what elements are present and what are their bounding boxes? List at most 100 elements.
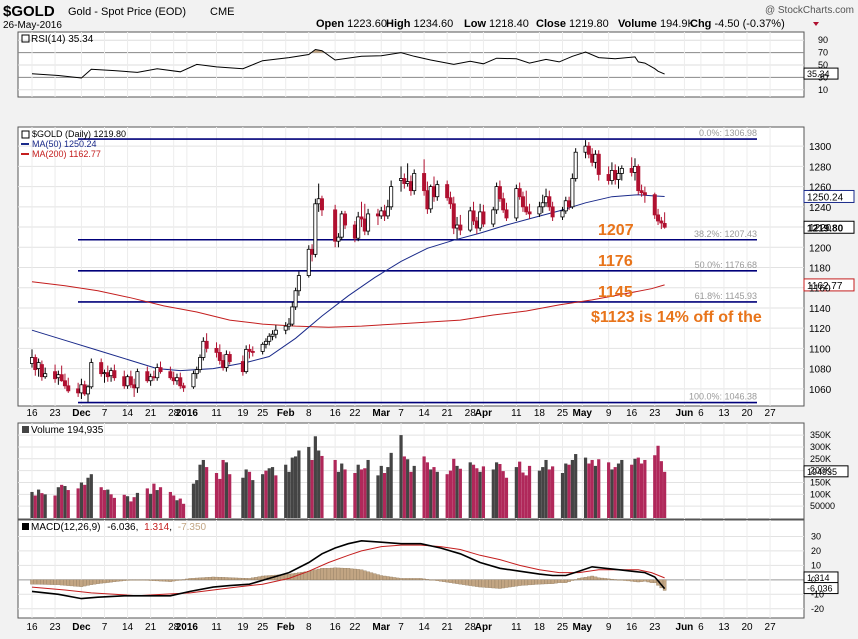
candle-body [270, 333, 275, 337]
macd-tick-label: -10 [811, 589, 824, 599]
x-tick-label: 16 [626, 408, 638, 419]
macd-histogram-bar [208, 577, 212, 580]
candle [356, 211, 361, 242]
ohlc-open: Open 1223.60 [316, 18, 387, 30]
macd-histogram-bar [405, 578, 410, 580]
candle-body [122, 376, 127, 387]
candle-body [481, 211, 486, 225]
legend-entry: $GOLD (Daily) 1219.80 [32, 129, 126, 139]
candle-body [593, 153, 598, 163]
ohlc-low: Low 1218.40 [464, 18, 529, 30]
candle-body [62, 380, 67, 387]
candle-body [79, 384, 84, 394]
volume-bar [129, 501, 133, 518]
price-last-value: 1162.77 [807, 281, 843, 292]
candle [524, 190, 529, 215]
candle-body [613, 170, 618, 180]
price-last-value-box [803, 220, 855, 234]
macd-histogram-bar [428, 579, 433, 581]
price-tick-label: 1300 [809, 142, 832, 153]
candle-body [544, 196, 549, 204]
ohlc-value: -4.50 (-0.37%) [711, 18, 784, 30]
x-tick-label: 2016 [176, 622, 199, 633]
volume-bar [356, 464, 360, 518]
macd-histogram-bar [214, 576, 219, 580]
candle [616, 166, 621, 189]
candle-body [263, 340, 268, 345]
volume-bar [336, 471, 341, 518]
candle-body [287, 323, 292, 327]
candle [504, 202, 509, 221]
candle [313, 198, 318, 258]
macd-histogram-bar [162, 579, 166, 582]
x-tick-label: Apr [475, 622, 492, 633]
candle-body [590, 153, 595, 163]
volume-bar [491, 469, 495, 518]
volume-bar [567, 464, 571, 518]
candle-body [471, 210, 476, 222]
fib-label: 0.0%: 1306.98 [699, 128, 757, 138]
volume-bar [547, 469, 551, 518]
macd-histogram-bar [234, 577, 239, 580]
candle [428, 184, 433, 213]
candle-body [89, 362, 94, 388]
candle [178, 372, 183, 389]
ohlc-label: Chg [690, 18, 711, 30]
volume-bar [175, 500, 179, 518]
macd-tick-label: -20 [811, 604, 824, 614]
volume-bar [659, 461, 663, 518]
volume-bar [340, 463, 344, 518]
ohlc-high: High 1234.60 [386, 18, 453, 30]
candle-body [547, 196, 552, 208]
candle [214, 342, 219, 358]
axes: 9070503010130012801260124012201200118011… [26, 35, 835, 633]
macd-histogram-bar [544, 579, 548, 585]
candle [59, 365, 64, 382]
candle-body [382, 210, 387, 217]
candle-body [198, 357, 203, 371]
candle-body [155, 367, 160, 379]
macd-histogram-bar [313, 569, 318, 580]
price-tick-label: 1100 [809, 344, 831, 355]
macd-value: -6.036 [107, 522, 136, 533]
volume-bar [468, 462, 472, 518]
price-plot: 0.0%: 1306.98 38.2%: 1207.43 50.0%: 1176.6… [29, 128, 855, 404]
volume-bar [643, 459, 647, 518]
volume-bar [320, 455, 324, 518]
candle-body [652, 194, 657, 216]
candle-body [128, 376, 133, 386]
ohlc-label: Volume [618, 18, 657, 30]
macd-histogram-bar [494, 579, 499, 589]
macd-histogram-bar [587, 576, 591, 580]
x-tick-label: Jun [676, 408, 694, 419]
macd-histogram-bar [320, 568, 324, 580]
candle-body [53, 371, 58, 380]
candle-body [221, 360, 226, 368]
candle-body [428, 186, 433, 210]
candle [422, 159, 427, 196]
x-tick-label: 27 [765, 408, 777, 419]
volume-bar [261, 474, 265, 518]
candle [481, 204, 486, 228]
ohlc-label: Close [536, 18, 566, 30]
x-tick-label: 11 [211, 622, 222, 633]
macd-histogram-bar [73, 579, 77, 587]
candle [155, 363, 160, 381]
volume-bar [33, 495, 37, 518]
volume-bar [36, 489, 41, 518]
candle-body [260, 343, 265, 352]
x-tick-label: 11 [511, 622, 522, 633]
x-tick-label: 28 [465, 622, 477, 633]
watermark: @ StockCharts.com [765, 5, 854, 16]
volume-bar [79, 482, 84, 518]
macd-histogram-bar [395, 577, 400, 580]
candle [145, 366, 150, 383]
macd-histogram-bar [593, 576, 598, 580]
x-tick-label: 20 [741, 408, 753, 419]
macd-histogram-bar [554, 579, 558, 584]
candle-body [178, 377, 183, 387]
volume-bar [158, 487, 163, 518]
volume-bar [653, 455, 657, 518]
macd-histogram-bar [623, 579, 627, 581]
